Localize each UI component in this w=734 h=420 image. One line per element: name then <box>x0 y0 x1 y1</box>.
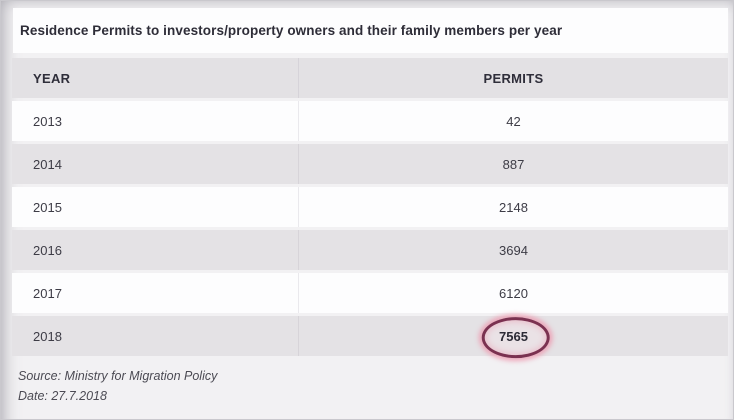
permits-cell: 6120 <box>499 285 528 301</box>
table-header-row: YEAR PERMITS <box>12 58 728 98</box>
year-cell: 2014 <box>12 144 299 184</box>
permits-table: YEAR PERMITS 2013 42 2014 887 2015 2148 … <box>12 58 728 359</box>
permits-cell: 42 <box>506 113 521 129</box>
table-row: 2013 42 <box>12 101 728 141</box>
table-row: 2016 3694 <box>12 230 728 270</box>
year-cell: 2015 <box>12 187 299 227</box>
highlight-circle-annotation <box>482 317 551 359</box>
year-cell: 2016 <box>12 230 299 270</box>
permits-cell: 3694 <box>499 242 528 258</box>
highlighted-value-wrap: 7565 <box>482 317 551 359</box>
source-note: Source: Ministry for Migration Policy <box>18 369 218 383</box>
permits-cell: 2148 <box>499 199 528 215</box>
column-header-permits: PERMITS <box>483 70 544 86</box>
table-row: 2014 887 <box>12 144 728 184</box>
table-row: 2017 6120 <box>12 273 728 313</box>
highlighted-permits-value: 7565 <box>499 328 528 344</box>
permits-cell: 887 <box>502 156 525 172</box>
table-title-box: Residence Permits to investors/property … <box>13 8 728 53</box>
date-note: Date: 27.7.2018 <box>18 389 107 403</box>
year-cell: 2013 <box>12 101 299 141</box>
column-header-year: YEAR <box>12 58 299 98</box>
permits-cell: 7565 <box>299 316 728 359</box>
table-footer: Source: Ministry for Migration Policy Da… <box>18 366 217 406</box>
year-cell: 2017 <box>12 273 299 313</box>
year-cell: 2018 <box>12 316 299 356</box>
table-row-highlighted: 2018 7565 <box>12 316 728 359</box>
table-row: 2015 2148 <box>12 187 728 227</box>
table-title: Residence Permits to investors/property … <box>20 23 563 38</box>
